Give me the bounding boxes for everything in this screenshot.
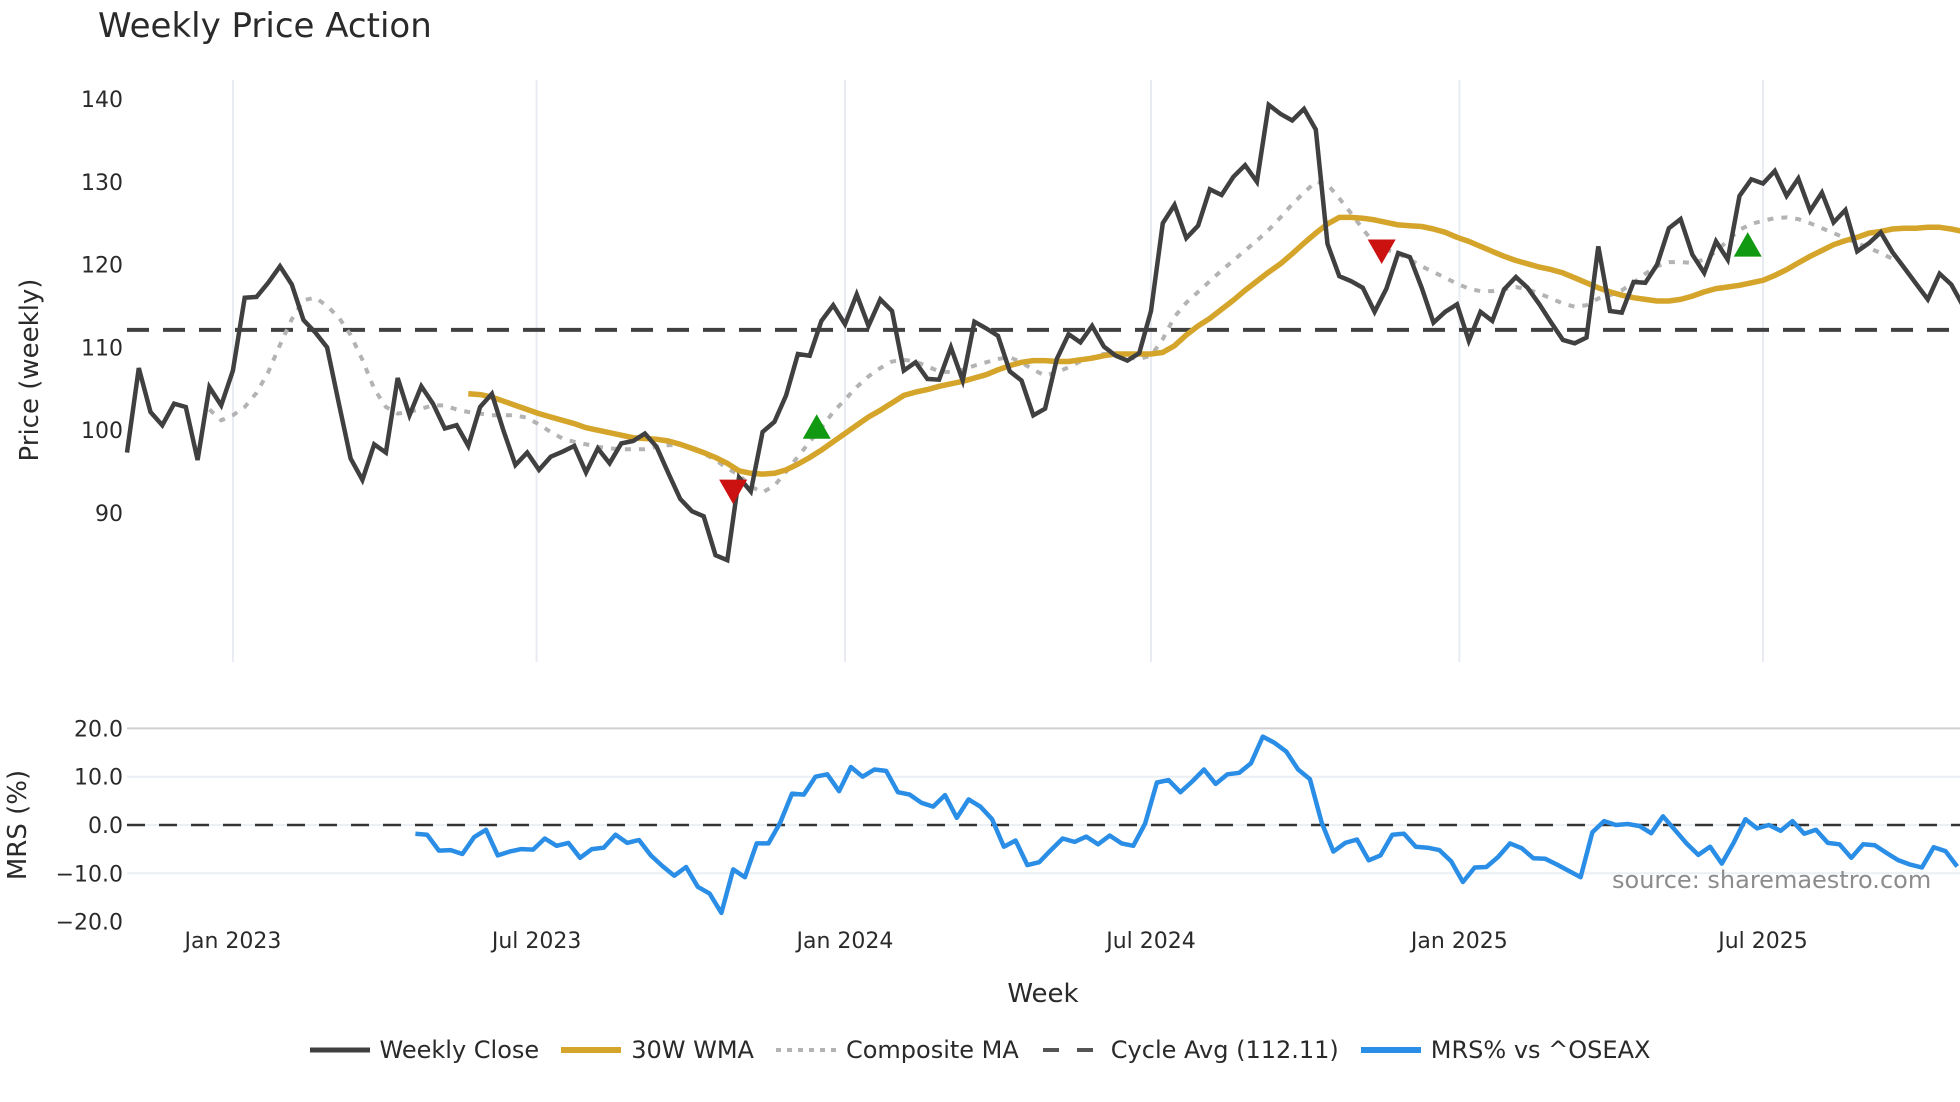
y-tick-label: 110: [81, 336, 123, 361]
y-tick-label: 90: [95, 502, 123, 527]
chart-title: Weekly Price Action: [98, 6, 432, 46]
x-axis-ticks: Jan 2023 Jul 2023 Jan 2024 Jul 2024 Jan 2025…: [182, 929, 1807, 954]
legend-label: 30W WMA: [631, 1036, 754, 1064]
x-tick-label: Jan 2025: [1409, 929, 1508, 954]
mrs-line: [415, 734, 1959, 916]
y-tick-label: −10.0: [56, 862, 123, 887]
legend-item-weekly-close[interactable]: Weekly Close: [309, 1036, 540, 1064]
legend-item-composite-ma[interactable]: Composite MA: [775, 1036, 1019, 1064]
mrs-y-axis-ticks: −20.0 −10.0 0.0 10.0 20.0: [56, 717, 123, 935]
y-tick-label: 130: [81, 171, 123, 196]
source-attribution: source: sharemaestro.com: [1612, 866, 1932, 894]
x-tick-label: Jan 2023: [182, 929, 281, 954]
buy-signal-up-triangle-icon: [802, 414, 831, 439]
legend: Weekly Close 30W WMA Composite MA Cycle …: [0, 1036, 1960, 1064]
y-tick-label: 10.0: [74, 766, 123, 791]
legend-label: Cycle Avg (112.11): [1110, 1036, 1339, 1064]
wma-30w-line: [468, 214, 1960, 477]
x-axis-title: Week: [1007, 979, 1078, 1009]
price-vertical-gridlines: [231, 80, 1765, 662]
y-tick-label: 0.0: [88, 814, 123, 839]
x-tick-label: Jul 2025: [1716, 929, 1808, 954]
sell-signal-down-triangle-icon: [719, 479, 748, 505]
y-tick-label: 20.0: [74, 717, 123, 742]
legend-item-wma[interactable]: 30W WMA: [561, 1036, 754, 1064]
legend-swatch-solid-gold: [561, 1047, 622, 1053]
price-y-axis-ticks: 90 100 110 120 130 140: [81, 88, 123, 527]
legend-swatch-dotted-gray: [775, 1048, 836, 1052]
x-tick-label: Jul 2023: [490, 929, 582, 954]
y-tick-label: 120: [81, 254, 123, 279]
sell-signal-down-triangle-icon: [1367, 239, 1396, 264]
x-tick-label: Jan 2024: [795, 929, 894, 954]
legend-label: MRS% vs ^OSEAX: [1430, 1036, 1651, 1064]
y-tick-label: −20.0: [56, 911, 123, 936]
mrs-horizontal-gridlines: [127, 727, 1960, 875]
legend-item-cycle-avg[interactable]: Cycle Avg (112.11): [1041, 1036, 1339, 1064]
legend-item-mrs[interactable]: MRS% vs ^OSEAX: [1360, 1036, 1651, 1064]
legend-swatch-dashed-dark: [1042, 1048, 1101, 1052]
x-tick-label: Jul 2024: [1104, 929, 1196, 954]
buy-signal-up-triangle-icon: [1733, 232, 1762, 257]
composite-ma-line: [208, 179, 1894, 495]
legend-label: Weekly Close: [379, 1036, 540, 1064]
signal-markers: [719, 232, 1762, 505]
price-y-axis-title: Price (weekly): [15, 279, 45, 462]
legend-swatch-solid-blue: [1360, 1047, 1421, 1053]
weekly-close-line: [124, 100, 1960, 564]
y-tick-label: 140: [81, 88, 123, 113]
mrs-y-axis-title: MRS (%): [3, 770, 33, 880]
legend-swatch-solid-dark: [309, 1047, 370, 1053]
y-tick-label: 100: [81, 419, 123, 444]
legend-label: Composite MA: [845, 1036, 1019, 1064]
